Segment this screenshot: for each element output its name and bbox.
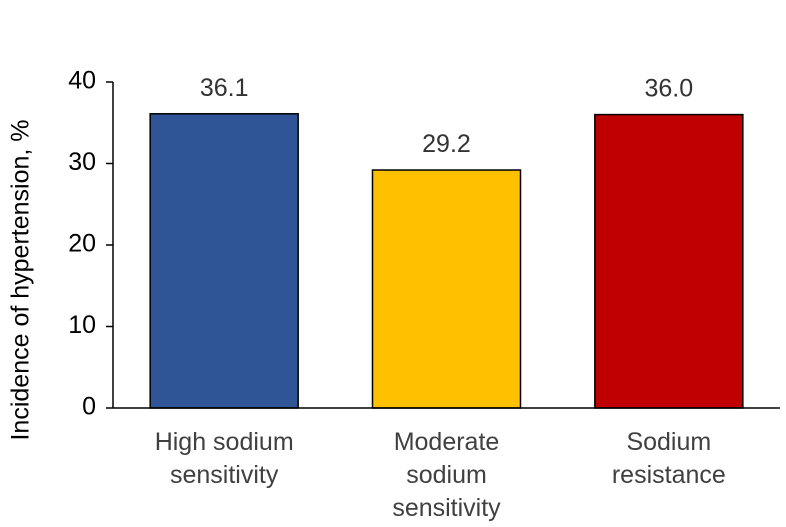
y-axis-title: Incidence of hypertension, % (7, 119, 35, 440)
x-category-label-line: Sodium (626, 428, 711, 456)
y-tick-label: 0 (82, 393, 96, 421)
x-category-label-line: sodium (406, 461, 487, 489)
x-category-label-line: resistance (612, 461, 726, 489)
x-category-label: Sodium resistance (612, 428, 726, 489)
bars-group: 36.1 29.2 36.0 (149, 74, 744, 409)
bar-value-label: 36.1 (200, 74, 249, 102)
x-category-label-line: Moderate (394, 428, 500, 456)
y-axis-ticks: 0 10 20 30 40 (68, 67, 113, 421)
x-category-label: High sodium sensitivity (155, 428, 294, 489)
x-category-label: Moderate sodium sensitivity (392, 428, 501, 522)
y-tick-label: 40 (68, 67, 96, 95)
bar (594, 113, 744, 409)
bar-value-label: 29.2 (422, 130, 471, 158)
bar-value-label: 36.0 (644, 75, 693, 103)
x-category-label-line: sensitivity (392, 494, 501, 522)
y-tick-label: 10 (68, 311, 96, 339)
y-tick-label: 30 (68, 148, 96, 176)
x-axis-labels: High sodium sensitivity Moderate sodium sens… (155, 428, 726, 522)
bar (371, 169, 522, 409)
bar (149, 113, 299, 409)
x-category-label-line: sensitivity (170, 461, 279, 489)
y-tick-label: 20 (68, 230, 96, 258)
x-category-label-line: High sodium (155, 428, 294, 456)
